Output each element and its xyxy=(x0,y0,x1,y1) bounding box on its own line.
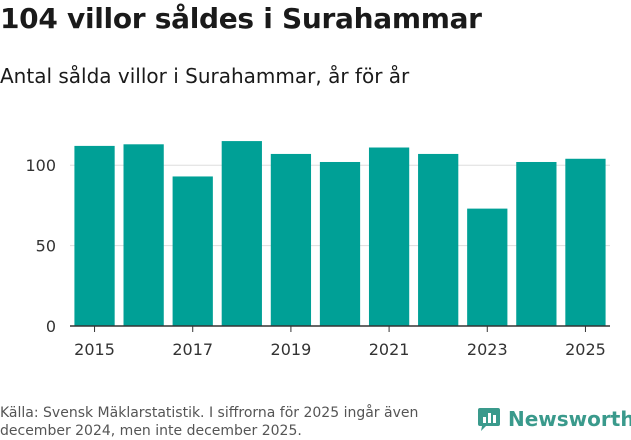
chart-title: 104 villor såldes i Surahammar xyxy=(0,2,482,35)
bar-chart: 0 50 100 2015 2017 2019 2021 2023 2025 xyxy=(25,141,610,359)
y-tick-label-0: 0 xyxy=(46,317,56,336)
x-axis-ticks: 2015 2017 2019 2021 2023 2025 xyxy=(74,326,606,359)
x-tick-label-2021: 2021 xyxy=(369,340,410,359)
bars xyxy=(74,141,606,326)
bar-2018 xyxy=(221,141,262,326)
x-tick-label-2017: 2017 xyxy=(172,340,213,359)
bar-2022 xyxy=(418,153,459,326)
newsworthy-logo: Newsworthy xyxy=(476,406,631,432)
bar-2023 xyxy=(467,208,508,326)
source-note: Källa: Svensk Mäklarstatistik. I siffror… xyxy=(0,405,419,439)
y-tick-label-50: 50 xyxy=(36,237,56,256)
x-tick-label-2023: 2023 xyxy=(467,340,508,359)
y-axis-ticks: 0 50 100 xyxy=(25,156,56,336)
x-tick-label-2025: 2025 xyxy=(565,340,606,359)
bar-2015 xyxy=(74,145,115,326)
bar-2024 xyxy=(516,161,557,326)
bar-2017 xyxy=(172,176,213,326)
x-tick-label-2019: 2019 xyxy=(271,340,312,359)
x-tick-label-2015: 2015 xyxy=(74,340,115,359)
bar-2020 xyxy=(319,161,361,326)
chart-subtitle: Antal sålda villor i Surahammar, år för … xyxy=(0,64,410,88)
bar-2019 xyxy=(270,153,312,326)
brand-name: Newsworthy xyxy=(508,407,631,431)
bar-2016 xyxy=(123,144,164,326)
bar-2021 xyxy=(368,147,410,326)
y-tick-label-100: 100 xyxy=(25,156,56,175)
newsworthy-icon xyxy=(478,408,500,431)
bar-2025 xyxy=(565,158,606,326)
